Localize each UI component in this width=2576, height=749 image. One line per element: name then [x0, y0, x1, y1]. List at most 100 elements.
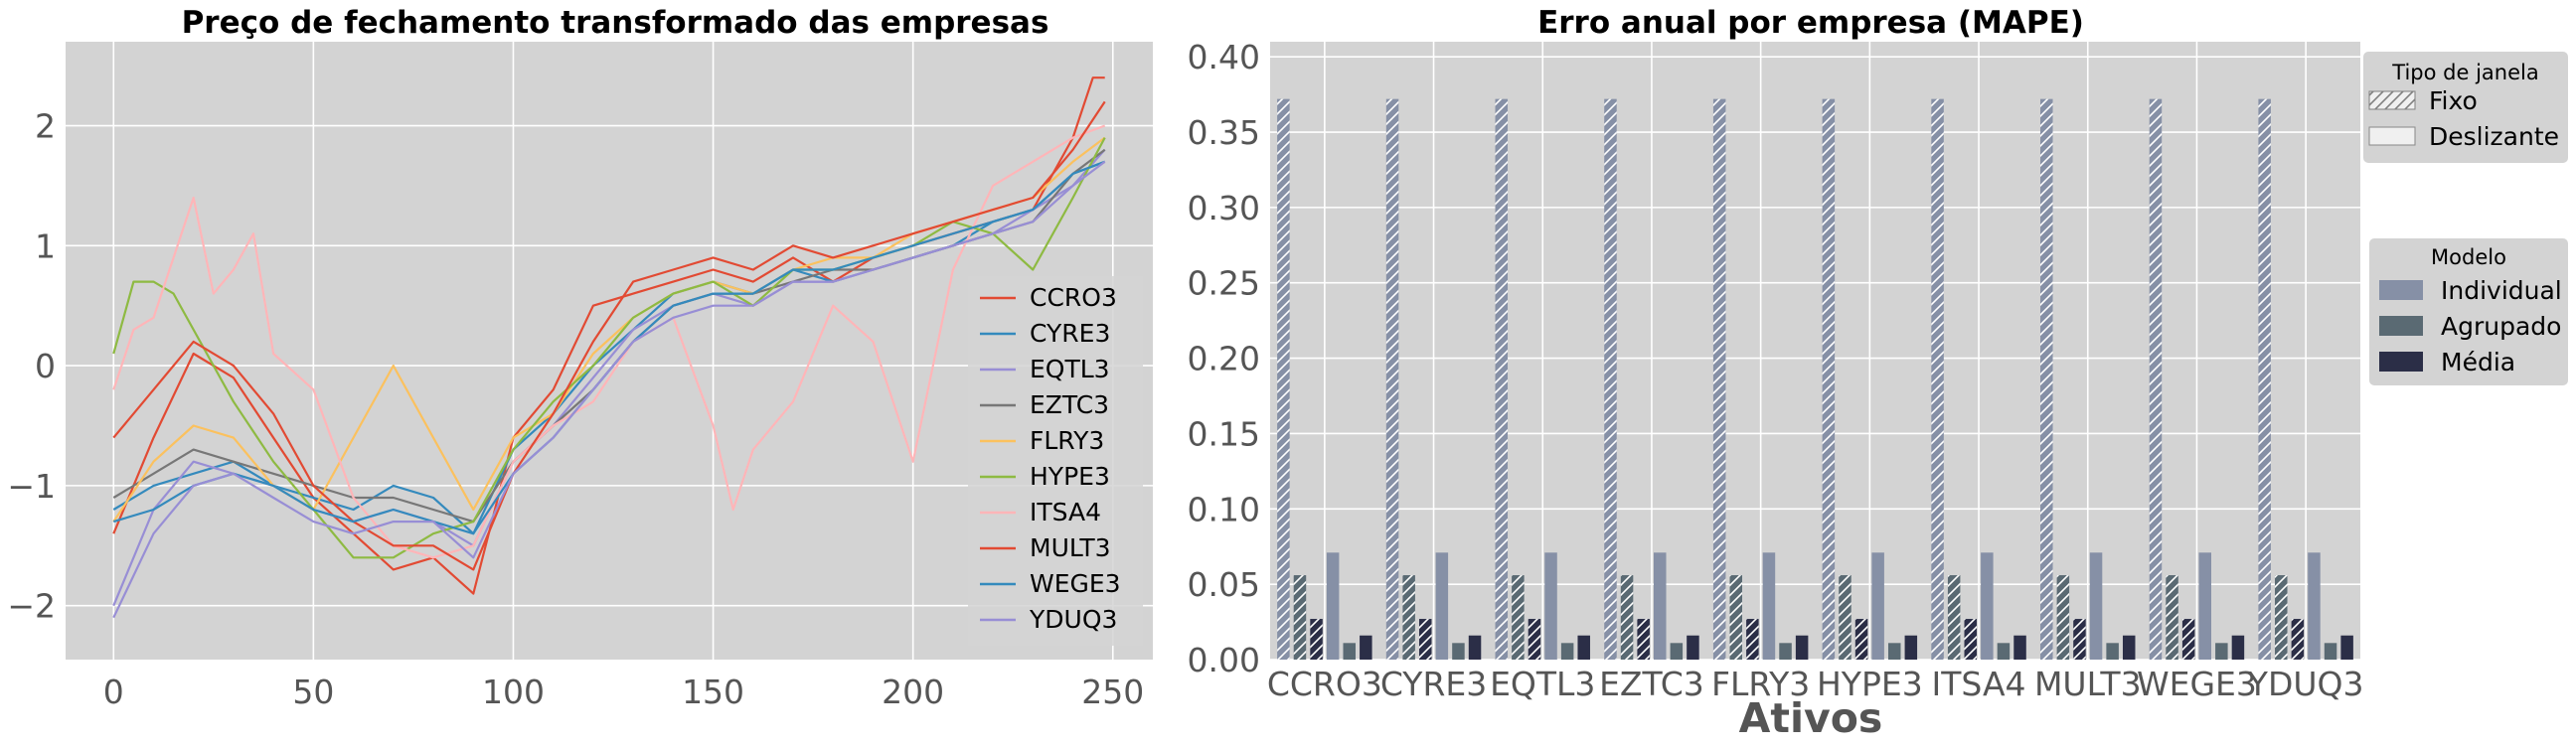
bar-yduq3-média-deslizante [2340, 635, 2353, 660]
bar-cyre3-individual-deslizante [1435, 552, 1449, 660]
line-chart-xtick-label: 150 [682, 673, 744, 711]
bar-wege3-individual-deslizante [2198, 552, 2211, 660]
bar-mult3-média-fixo-hatch [2073, 619, 2086, 660]
bar-itsa4-agrupado-fixo-hatch [1947, 575, 1961, 660]
line-legend-label: WEGE3 [1030, 569, 1121, 598]
model-legend-swatch [2379, 316, 2423, 336]
line-chart-ytick-label: 2 [35, 107, 56, 146]
bar-eqtl3-agrupado-fixo-hatch [1512, 575, 1525, 660]
bar-wege3-média-deslizante [2231, 635, 2245, 660]
bar-chart-ytick-label: 0.05 [1188, 565, 1260, 604]
line-chart-xtick-label: 0 [103, 673, 124, 711]
bar-chart-ytick-label: 0.10 [1188, 490, 1260, 528]
bar-itsa4-média-fixo-hatch [1964, 619, 1978, 660]
bar-chart-title: Erro anual por empresa (MAPE) [1537, 5, 2084, 41]
line-chart-xtick-label: 200 [882, 673, 944, 711]
bar-wege3-agrupado-deslizante [2215, 643, 2228, 660]
bar-itsa4-individual-fixo-hatch [1931, 98, 1944, 660]
line-chart-ytick-label: 1 [35, 226, 56, 265]
bar-yduq3-agrupado-deslizante [2324, 643, 2337, 660]
model-legend-label: Agrupado [2441, 312, 2561, 341]
bar-chart-xtick-label: EQTL3 [1490, 665, 1595, 703]
bar-flry3-média-deslizante [1795, 635, 1809, 660]
line-legend-label: CYRE3 [1030, 319, 1110, 348]
bar-chart-plot-area [1270, 42, 2360, 660]
bar-ccro3-média-deslizante [1360, 635, 1372, 660]
line-series-mult3 [112, 100, 1106, 571]
bar-chart-xtick-label: MULT3 [2034, 665, 2142, 703]
bar-chart-xlabel: Ativos [1739, 694, 1883, 742]
bar-eztc3-média-deslizante [1687, 635, 1699, 660]
bar-wege3-agrupado-fixo-hatch [2166, 575, 2178, 660]
bar-eztc3-média-fixo-hatch [1637, 619, 1650, 660]
bar-chart-xtick-label: YDUQ3 [2247, 665, 2364, 703]
bar-eztc3-individual-deslizante [1653, 552, 1667, 660]
bar-cyre3-individual-fixo-hatch [1385, 98, 1399, 660]
bar-mult3-agrupado-deslizante [2106, 643, 2119, 660]
line-chart-ytick-label: −1 [7, 467, 56, 506]
line-chart-ytick-label: −2 [7, 587, 56, 626]
bar-flry3-agrupado-fixo-hatch [1729, 575, 1743, 660]
line-legend-label: HYPE3 [1030, 462, 1110, 491]
bar-itsa4-individual-deslizante [1981, 552, 1994, 660]
bar-chart-xtick-label: HYPE3 [1817, 665, 1923, 703]
line-chart-title: Preço de fechamento transformado das emp… [182, 5, 1049, 41]
bar-cyre3-agrupado-deslizante [1452, 643, 1465, 660]
line-legend-label: YDUQ3 [1029, 605, 1117, 634]
model-legend-label: Individual [2441, 276, 2562, 305]
bar-flry3-média-fixo-hatch [1746, 619, 1759, 660]
window-legend-label: Deslizante [2429, 122, 2559, 151]
bar-chart-ytick-label: 0.35 [1188, 113, 1260, 152]
bar-hype3-agrupado-deslizante [1887, 643, 1901, 660]
line-legend-label: MULT3 [1030, 533, 1111, 562]
bar-chart-ytick-label: 0.40 [1188, 38, 1260, 76]
bar-yduq3-individual-deslizante [2308, 552, 2321, 660]
bar-mult3-individual-fixo-hatch [2040, 98, 2053, 660]
bar-ccro3-média-fixo-hatch [1310, 619, 1323, 660]
bar-cyre3-agrupado-fixo-hatch [1402, 575, 1415, 660]
bar-mult3-média-deslizante [2122, 635, 2136, 660]
line-chart: Preço de fechamento transformado das emp… [7, 5, 1153, 711]
model-legend-label: Média [2441, 348, 2515, 376]
line-chart-ticks: 0 50 100 150 200 250 −2 −1 0 1 2 [7, 107, 1144, 711]
bar-wege3-média-fixo-hatch [2181, 619, 2195, 660]
window-legend-swatch [2368, 126, 2416, 146]
bar-yduq3-agrupado-fixo-hatch [2275, 575, 2288, 660]
line-chart-xtick-label: 250 [1081, 673, 1144, 711]
bar-chart-xtick-label: CCRO3 [1267, 665, 1382, 703]
bar-eztc3-individual-fixo-hatch [1604, 98, 1617, 660]
line-chart-ytick-label: 0 [35, 347, 56, 385]
line-legend-label: EQTL3 [1030, 355, 1110, 383]
window-legend-label: Fixo [2429, 86, 2478, 115]
bar-chart-ticks: 0.00 0.05 0.10 0.15 0.20 0.25 0.30 0.35 0.40 CCRO… [1188, 38, 2364, 703]
line-chart-xtick-label: 50 [292, 673, 334, 711]
bar-flry3-individual-deslizante [1762, 552, 1776, 660]
bar-flry3-individual-fixo-hatch [1712, 98, 1726, 660]
bar-chart-xtick-label: FLRY3 [1711, 665, 1810, 703]
bar-cyre3-média-deslizante [1468, 635, 1482, 660]
bar-eztc3-agrupado-fixo-hatch [1620, 575, 1634, 660]
window-legend-title: Tipo de janela [2391, 61, 2538, 84]
bar-flry3-agrupado-deslizante [1779, 643, 1792, 660]
bar-chart-ytick-label: 0.00 [1188, 641, 1260, 679]
bar-eqtl3-individual-fixo-hatch [1495, 98, 1509, 660]
line-legend-label: ITSA4 [1030, 498, 1101, 526]
model-legend-title: Modelo [2431, 245, 2506, 269]
bar-chart-xtick-label: WEGE3 [2137, 665, 2257, 703]
bar-hype3-individual-deslizante [1871, 552, 1884, 660]
bar-hype3-média-fixo-hatch [1854, 619, 1868, 660]
bar-wege3-individual-fixo-hatch [2149, 98, 2163, 660]
bar-mult3-agrupado-fixo-hatch [2056, 575, 2070, 660]
bar-chart-ytick-label: 0.30 [1188, 189, 1260, 227]
line-series-itsa4 [112, 124, 1106, 559]
line-legend-label: CCRO3 [1030, 283, 1117, 312]
model-legend-box [2369, 238, 2568, 385]
bar-cyre3-média-fixo-hatch [1419, 619, 1432, 660]
bar-mult3-individual-deslizante [2089, 552, 2103, 660]
bar-yduq3-individual-fixo-hatch [2258, 98, 2271, 660]
line-chart-series [112, 76, 1106, 619]
bar-chart-grid [1270, 42, 2360, 661]
bar-chart-ytick-label: 0.15 [1188, 414, 1260, 453]
